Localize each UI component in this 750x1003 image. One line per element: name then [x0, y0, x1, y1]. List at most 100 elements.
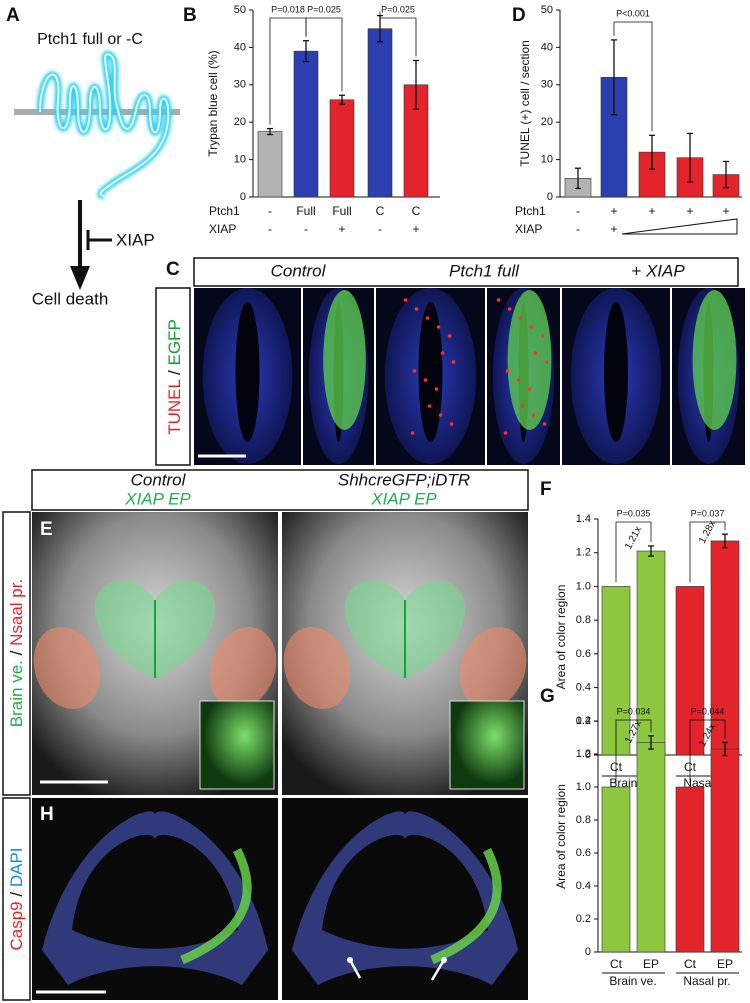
row-label: C	[412, 204, 421, 218]
bar-chart: D TUNEL (+) cell / section 0 10 20 30 40 50 P<0.…	[512, 4, 742, 236]
bar	[601, 786, 631, 953]
section-images	[32, 798, 528, 1000]
significance-bracket	[613, 21, 653, 132]
panel-e: Control XIAP EP ShhcreGFP;iDTR XIAP EP B…	[2, 469, 529, 796]
y-tick-label: 0.4	[576, 681, 591, 693]
embryo-images	[32, 512, 528, 795]
side-box	[2, 511, 31, 796]
row-name: Ptch1	[209, 204, 240, 218]
y-tick-label: 0.8	[576, 814, 591, 826]
y-tick-label: 0.8	[576, 614, 591, 626]
y-tick-label: 40	[234, 41, 246, 53]
tunel-dot	[540, 334, 545, 338]
y-tick-label: 10	[541, 154, 553, 166]
nasal-region	[209, 627, 277, 709]
y-axis-label: Trypan blue cell (%)	[206, 50, 220, 156]
bar	[675, 786, 705, 953]
tunel-dot	[449, 422, 454, 426]
tunel-dot	[451, 360, 456, 364]
p-value: P=0.035	[617, 508, 651, 518]
tunel-dot	[507, 307, 512, 311]
significance-bracket	[305, 17, 343, 92]
panel-letter: H	[40, 804, 54, 825]
header-box	[193, 257, 739, 287]
x-tick-label: Ct	[684, 957, 697, 971]
row-label: +	[412, 222, 419, 236]
inhibitor-label: XIAP	[116, 230, 155, 249]
y-tick-label: 50	[234, 4, 246, 16]
row-label: C	[376, 204, 385, 218]
outcome-label: Cell death	[32, 289, 109, 308]
micrographs	[194, 288, 745, 465]
bar	[293, 50, 319, 198]
bar	[710, 540, 740, 756]
tunel-dot	[427, 404, 432, 408]
column-header: Control	[271, 261, 327, 280]
p-value: P=0.044	[691, 706, 725, 716]
separator: /	[7, 892, 26, 897]
y-tick-label: 1.4	[576, 715, 591, 727]
egfp-signal	[323, 290, 366, 430]
row-label: +	[610, 222, 617, 236]
tunel-dot	[527, 387, 532, 391]
y-tick-label: 1.2	[576, 547, 591, 559]
panel-letter: B	[183, 5, 197, 26]
panel-c: C Control Ptch1 full + XIAP TUNEL / EGFP	[155, 257, 745, 466]
stain-label: TUNEL	[165, 380, 184, 435]
region-label: Brain ve.	[7, 660, 26, 727]
p-value: P=0.025	[307, 4, 341, 14]
group-label: Brain ve.	[609, 974, 656, 988]
panel-letter: E	[40, 519, 53, 540]
tunel-dot	[410, 431, 415, 435]
tunel-dot	[520, 404, 525, 408]
tunel-dot	[434, 387, 439, 391]
y-tick-label: 0.2	[576, 913, 591, 925]
tunel-dot	[423, 378, 428, 382]
side-label: TUNEL / EGFP	[165, 319, 184, 435]
x-tick-label: EP	[717, 957, 733, 971]
side-box	[2, 797, 31, 1001]
pointer-arrow-head	[347, 957, 353, 963]
stain-label: DAPI	[7, 847, 26, 887]
dose-ramp	[621, 218, 738, 235]
bar	[329, 99, 355, 198]
y-tick-label: 20	[541, 116, 553, 128]
egfp-signal	[507, 290, 552, 430]
y-tick-label: 0	[585, 749, 591, 761]
tunel-dot	[496, 298, 501, 302]
y-tick-label: 10	[234, 154, 246, 166]
row-label: Full	[332, 204, 351, 218]
y-axis-label: Area of color region	[554, 784, 568, 889]
column-header: ShhcreGFP;iDTR	[338, 470, 470, 489]
row-label: +	[648, 204, 655, 218]
separator: /	[165, 370, 184, 375]
header-box	[31, 469, 529, 511]
significance-bracket	[689, 719, 726, 783]
lumen	[604, 302, 628, 442]
tunel-dot	[440, 351, 445, 355]
panel-letter: D	[512, 5, 526, 26]
tunel-dot	[516, 378, 521, 382]
row-label: +	[686, 204, 693, 218]
y-tick-label: 1.2	[576, 748, 591, 760]
y-tick-label: 0.2	[576, 715, 591, 727]
tunel-dot	[544, 360, 549, 364]
column-header: Control	[131, 470, 187, 489]
row-label: -	[378, 222, 382, 236]
ventricle	[72, 834, 238, 949]
tunel-dot	[436, 325, 441, 329]
tunel-dot	[542, 422, 547, 426]
stain-label: EGFP	[165, 319, 184, 365]
x-tick-label: Ct	[610, 957, 623, 971]
significance-bracket	[615, 521, 652, 583]
lumen	[418, 302, 443, 442]
pointer-arrow	[348, 959, 362, 979]
row-label: +	[338, 222, 345, 236]
panel-h: Casp9 / DAPI H	[2, 797, 528, 1001]
nasal-region	[283, 627, 351, 709]
row-label: Full	[296, 204, 315, 218]
y-tick-label: 30	[234, 79, 246, 91]
column-header: + XIAP	[631, 261, 685, 280]
tunel-dot	[403, 298, 408, 302]
